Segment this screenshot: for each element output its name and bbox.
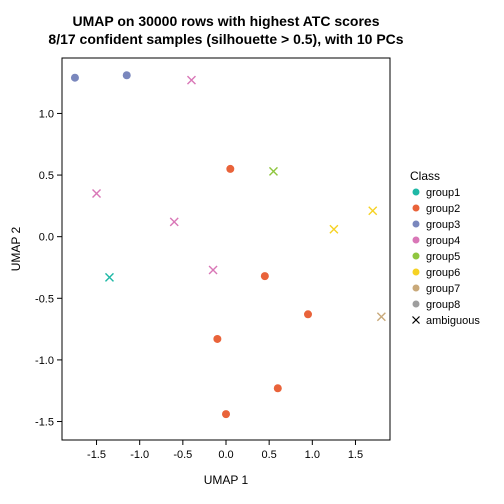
y-tick-label: -1.0 [35, 355, 54, 367]
y-tick-label: -0.5 [35, 293, 54, 305]
chart-title-line2: 8/17 confident samples (silhouette > 0.5… [48, 31, 403, 47]
x-tick-label: 1.0 [305, 449, 320, 461]
legend-title: Class [410, 169, 440, 183]
scatter-plot-svg: UMAP on 30000 rows with highest ATC scor… [0, 0, 504, 504]
x-tick-label: -1.5 [87, 449, 106, 461]
legend-swatch [413, 221, 420, 228]
data-point [304, 310, 312, 318]
legend-label: group7 [426, 283, 460, 295]
data-point [222, 410, 230, 418]
data-point [261, 272, 269, 280]
legend-swatch [413, 285, 420, 292]
data-point [213, 335, 221, 343]
legend-label: group2 [426, 203, 460, 215]
y-tick-label: 0.0 [39, 232, 54, 244]
legend-label: group1 [426, 187, 460, 199]
x-tick-label: 1.5 [348, 449, 363, 461]
legend-label: group4 [426, 235, 460, 247]
legend-label: group5 [426, 251, 460, 263]
legend-swatch [413, 301, 420, 308]
legend-swatch [413, 205, 420, 212]
x-tick-label: 0.0 [218, 449, 233, 461]
y-tick-label: 0.5 [39, 170, 54, 182]
x-tick-label: 0.5 [262, 449, 277, 461]
data-point [71, 74, 79, 82]
x-tick-label: -0.5 [173, 449, 192, 461]
legend-label: group8 [426, 299, 460, 311]
y-tick-label: 1.0 [39, 108, 54, 120]
x-axis-label: UMAP 1 [204, 473, 249, 487]
data-point [274, 384, 282, 392]
legend-swatch [413, 269, 420, 276]
chart-title-line1: UMAP on 30000 rows with highest ATC scor… [72, 13, 379, 29]
y-tick-label: -1.5 [35, 417, 54, 429]
y-axis-label: UMAP 2 [9, 226, 23, 271]
data-point [226, 165, 234, 173]
data-point [123, 71, 131, 79]
legend-label: group3 [426, 219, 460, 231]
x-tick-label: -1.0 [130, 449, 149, 461]
legend-label: ambiguous [426, 315, 480, 327]
legend-swatch [413, 189, 420, 196]
chart-container: UMAP on 30000 rows with highest ATC scor… [0, 0, 504, 504]
legend-swatch [413, 253, 420, 260]
legend-label: group6 [426, 267, 460, 279]
legend-swatch [413, 237, 420, 244]
